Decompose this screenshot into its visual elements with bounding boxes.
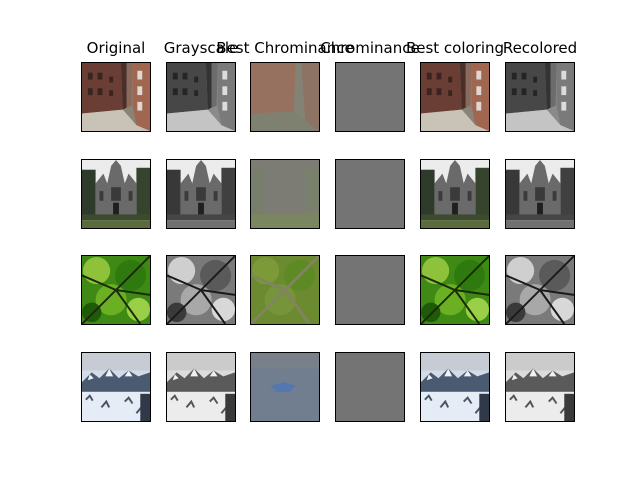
- row4-chrominance-image: [335, 352, 405, 422]
- row2-best-coloring-image: [420, 159, 490, 229]
- row2-best-chrominance-image: [250, 159, 320, 229]
- row3-best-coloring-image: [420, 255, 490, 325]
- row1-original-image: [81, 62, 151, 132]
- row1-chrominance-image: [335, 62, 405, 132]
- row2-chrominance-image: [335, 159, 405, 229]
- row3-chrominance-image: [335, 255, 405, 325]
- row1-best-chrominance-image: [250, 62, 320, 132]
- row4-recolored-image: [505, 352, 575, 422]
- row4-best-chrominance-image: [250, 352, 320, 422]
- row3-grayscale-image: [166, 255, 236, 325]
- row4-best-coloring-image: [420, 352, 490, 422]
- row1-grayscale-image: [166, 62, 236, 132]
- column-title-best-coloring: Best coloring: [405, 39, 505, 57]
- row2-grayscale-image: [166, 159, 236, 229]
- row4-grayscale-image: [166, 352, 236, 422]
- row4-original-image: [81, 352, 151, 422]
- column-title-grayscale: Grayscale: [163, 39, 239, 57]
- row3-best-chrominance-image: [250, 255, 320, 325]
- row2-original-image: [81, 159, 151, 229]
- row3-original-image: [81, 255, 151, 325]
- column-title-best-chrominance: Best Chrominance: [216, 39, 354, 57]
- column-title-chrominance: Chrominance: [320, 39, 420, 57]
- row3-recolored-image: [505, 255, 575, 325]
- column-title-recolored: Recolored: [502, 39, 578, 57]
- row1-best-coloring-image: [420, 62, 490, 132]
- row2-recolored-image: [505, 159, 575, 229]
- column-title-original: Original: [86, 39, 146, 57]
- row1-recolored-image: [505, 62, 575, 132]
